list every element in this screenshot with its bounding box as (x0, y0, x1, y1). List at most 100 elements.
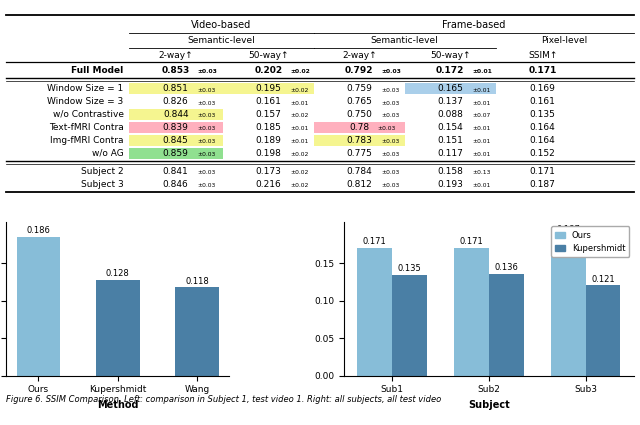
Text: ±0.02: ±0.02 (290, 113, 308, 119)
Text: ±0.01: ±0.01 (472, 88, 490, 93)
Text: ±0.02: ±0.02 (290, 88, 308, 93)
Text: 0.846: 0.846 (163, 180, 189, 189)
Text: 0.173: 0.173 (255, 167, 281, 176)
Text: 0.128: 0.128 (106, 269, 129, 278)
Text: ±0.01: ±0.01 (290, 139, 308, 144)
Bar (129, 135, 223, 146)
Text: ±0.02: ±0.02 (290, 170, 308, 175)
Text: Img-fMRI Contra: Img-fMRI Contra (50, 136, 124, 145)
Text: Pixel-level: Pixel-level (541, 36, 588, 45)
Text: 0.792: 0.792 (345, 65, 374, 75)
Text: ±0.02: ±0.02 (290, 183, 308, 188)
Text: ±0.03: ±0.03 (381, 153, 399, 157)
Text: SSIM↑: SSIM↑ (528, 51, 557, 60)
Text: 0.186: 0.186 (26, 226, 51, 235)
Bar (551, 236, 586, 376)
Text: ±0.03: ±0.03 (198, 88, 216, 93)
Text: 0.137: 0.137 (437, 97, 463, 106)
X-axis label: Subject: Subject (468, 400, 510, 410)
Text: 0.78: 0.78 (349, 123, 369, 132)
Text: Window Size = 3: Window Size = 3 (47, 97, 124, 106)
Text: Window Size = 1: Window Size = 1 (47, 84, 124, 93)
Text: 0.171: 0.171 (530, 167, 556, 176)
Text: 0.853: 0.853 (162, 65, 190, 75)
Text: 0.193: 0.193 (437, 180, 463, 189)
Bar (454, 248, 489, 376)
Text: 50-way↑: 50-way↑ (430, 51, 470, 60)
Bar (129, 147, 223, 159)
Bar (314, 122, 404, 133)
Text: ±0.02: ±0.02 (290, 69, 310, 74)
Text: ±0.03: ±0.03 (381, 170, 399, 175)
Text: ±0.13: ±0.13 (472, 170, 490, 175)
Text: w/o Contrastive: w/o Contrastive (52, 110, 124, 119)
Text: 0.161: 0.161 (255, 97, 281, 106)
Text: Subject 2: Subject 2 (81, 167, 124, 176)
Text: 0.154: 0.154 (437, 123, 463, 132)
Bar (223, 83, 314, 94)
Bar (129, 122, 223, 133)
Legend: Ours, Kupershmidt: Ours, Kupershmidt (551, 227, 629, 257)
Text: 0.157: 0.157 (255, 110, 281, 119)
Text: 0.783: 0.783 (346, 136, 372, 145)
Text: 0.118: 0.118 (185, 277, 209, 286)
Text: ±0.03: ±0.03 (381, 88, 399, 93)
Text: ±0.07: ±0.07 (472, 113, 490, 119)
Text: 0.187: 0.187 (530, 180, 556, 189)
Text: ±0.01: ±0.01 (472, 139, 490, 144)
Text: 0.187: 0.187 (556, 225, 580, 234)
Text: 0.158: 0.158 (437, 167, 463, 176)
Text: ±0.03: ±0.03 (198, 127, 216, 131)
Text: ±0.01: ±0.01 (472, 127, 490, 131)
Text: 0.152: 0.152 (530, 149, 556, 158)
Text: 0.759: 0.759 (346, 84, 372, 93)
Text: 0.165: 0.165 (437, 84, 463, 93)
Bar (314, 135, 404, 146)
X-axis label: Method: Method (97, 400, 138, 410)
Text: 0.135: 0.135 (530, 110, 556, 119)
Text: 0.844: 0.844 (163, 110, 189, 119)
Text: 0.171: 0.171 (460, 237, 483, 246)
Text: ±0.01: ±0.01 (472, 153, 490, 157)
Text: ±0.03: ±0.03 (381, 101, 399, 105)
Text: ±0.03: ±0.03 (198, 113, 216, 119)
Text: ±0.03: ±0.03 (378, 127, 396, 131)
Text: ±0.03: ±0.03 (198, 69, 218, 74)
Text: ±0.01: ±0.01 (290, 127, 308, 131)
Text: 0.185: 0.185 (255, 123, 281, 132)
Text: ±0.03: ±0.03 (381, 69, 401, 74)
Text: ±0.03: ±0.03 (198, 139, 216, 144)
Text: Video-based: Video-based (191, 20, 252, 30)
Text: 0.169: 0.169 (530, 84, 556, 93)
Text: 0.784: 0.784 (346, 167, 372, 176)
Bar (404, 83, 495, 94)
Text: 0.121: 0.121 (591, 275, 615, 283)
Text: 2-way↑: 2-way↑ (159, 51, 193, 60)
Text: 0.151: 0.151 (437, 136, 463, 145)
Bar (129, 83, 223, 94)
Text: ±0.01: ±0.01 (472, 183, 490, 188)
Text: 0.195: 0.195 (255, 84, 281, 93)
Text: 0.826: 0.826 (163, 97, 189, 106)
Text: 50-way↑: 50-way↑ (248, 51, 289, 60)
Text: 0.164: 0.164 (530, 123, 556, 132)
Text: Figure 6. SSIM Comparison. Left: comparison in Subject 1, test video 1. Right: a: Figure 6. SSIM Comparison. Left: compari… (6, 395, 442, 404)
Text: w/o AG: w/o AG (92, 149, 124, 158)
Bar (17, 236, 60, 376)
Text: 0.851: 0.851 (163, 84, 189, 93)
Text: 0.135: 0.135 (397, 264, 422, 273)
Text: 0.171: 0.171 (529, 65, 557, 75)
Text: Frame-based: Frame-based (442, 20, 506, 30)
Text: 0.117: 0.117 (437, 149, 463, 158)
Text: 0.216: 0.216 (255, 180, 281, 189)
Text: ±0.03: ±0.03 (198, 170, 216, 175)
Text: 0.859: 0.859 (163, 149, 189, 158)
Text: ±0.02: ±0.02 (290, 153, 308, 157)
Text: Subject 3: Subject 3 (81, 180, 124, 189)
Text: 0.164: 0.164 (530, 136, 556, 145)
Text: 0.136: 0.136 (494, 264, 518, 272)
Bar (357, 248, 392, 376)
Bar (96, 280, 140, 376)
Text: ±0.01: ±0.01 (472, 69, 492, 74)
Text: 0.765: 0.765 (346, 97, 372, 106)
